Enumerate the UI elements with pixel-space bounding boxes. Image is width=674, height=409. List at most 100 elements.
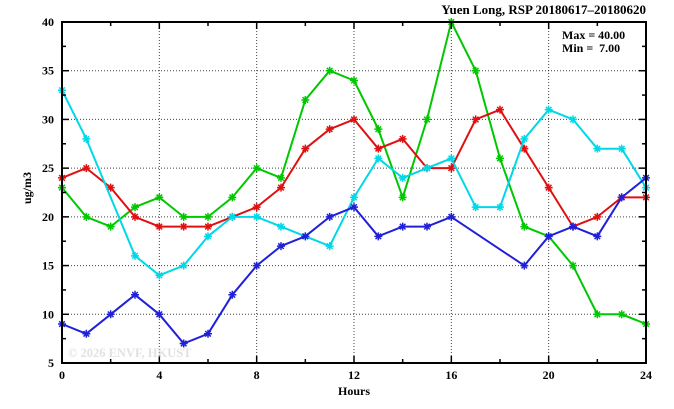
data-point-marker xyxy=(155,193,164,202)
x-tick-label: 8 xyxy=(254,368,260,382)
data-point-marker xyxy=(520,144,529,153)
data-point-marker xyxy=(179,261,188,270)
data-point-marker xyxy=(350,115,358,124)
data-point-marker xyxy=(82,134,91,143)
data-point-marker xyxy=(374,154,383,163)
data-point-marker xyxy=(277,183,285,192)
data-point-marker xyxy=(82,164,91,173)
y-tick-label: 20 xyxy=(42,210,54,224)
x-tick-label: 20 xyxy=(543,368,555,382)
data-point-marker xyxy=(301,232,310,241)
data-point-marker xyxy=(106,310,115,319)
data-point-marker xyxy=(350,203,358,212)
y-tick-label: 35 xyxy=(42,64,54,78)
data-point-marker xyxy=(106,222,115,231)
data-point-marker xyxy=(544,105,553,114)
data-point-marker xyxy=(228,193,237,202)
data-point-marker xyxy=(204,222,212,231)
data-point-marker xyxy=(131,203,139,212)
data-point-marker xyxy=(131,212,139,221)
data-point-marker xyxy=(569,115,577,124)
data-point-marker xyxy=(520,261,529,270)
data-point-marker xyxy=(398,173,407,182)
data-point-marker xyxy=(374,232,383,241)
data-point-marker xyxy=(131,290,139,299)
x-tick-label: 24 xyxy=(640,368,652,382)
x-axis-label: Hours xyxy=(338,384,370,398)
series-markers-blue xyxy=(58,173,650,348)
y-tick-label: 15 xyxy=(42,259,54,273)
data-point-marker xyxy=(204,212,212,221)
data-point-marker xyxy=(617,144,626,153)
data-point-marker xyxy=(301,144,310,153)
data-point-marker xyxy=(374,144,383,153)
data-point-marker xyxy=(131,251,139,260)
data-point-marker xyxy=(447,212,456,221)
legend-min-label: Min = 7.00 xyxy=(562,41,620,55)
data-point-marker xyxy=(252,164,261,173)
y-tick-label: 40 xyxy=(42,15,54,29)
series-markers-green xyxy=(58,18,650,329)
data-point-marker xyxy=(398,134,407,143)
data-point-marker xyxy=(350,193,358,202)
data-point-marker xyxy=(423,164,431,173)
data-series xyxy=(58,18,650,348)
y-axis-label: ug/m3 xyxy=(20,172,34,204)
plot-frame xyxy=(61,21,647,364)
data-point-marker xyxy=(496,105,504,114)
data-point-marker xyxy=(520,222,529,231)
y-tick-label: 25 xyxy=(42,161,54,175)
data-point-marker xyxy=(155,222,164,231)
data-point-marker xyxy=(252,212,261,221)
data-point-marker xyxy=(496,203,504,212)
data-point-marker xyxy=(252,203,261,212)
data-point-marker xyxy=(325,212,334,221)
data-point-marker xyxy=(544,183,553,192)
data-point-marker xyxy=(617,193,626,202)
data-point-marker xyxy=(277,222,285,231)
data-point-marker xyxy=(447,154,456,163)
data-point-marker xyxy=(155,271,164,280)
y-tick-label: 5 xyxy=(48,356,54,370)
data-point-marker xyxy=(350,76,358,85)
data-point-marker xyxy=(398,222,407,231)
data-point-marker xyxy=(179,339,188,348)
chart-title: Yuen Long, RSP 20180617–20180620 xyxy=(441,2,646,17)
data-point-marker xyxy=(520,134,529,143)
legend-max-label: Max = 40.00 xyxy=(562,28,625,42)
data-point-marker xyxy=(423,115,431,124)
data-point-marker xyxy=(228,290,237,299)
y-tick-label: 30 xyxy=(42,112,54,126)
data-point-marker xyxy=(569,222,577,231)
x-tick-label: 4 xyxy=(156,368,162,382)
data-point-marker xyxy=(398,193,407,202)
data-point-marker xyxy=(374,125,383,134)
data-point-marker xyxy=(544,232,553,241)
data-point-marker xyxy=(179,212,188,221)
data-point-marker xyxy=(423,222,431,231)
data-point-marker xyxy=(252,261,261,270)
series-line-cyan xyxy=(61,89,647,277)
y-tick-label: 10 xyxy=(42,307,54,321)
data-point-marker xyxy=(593,212,602,221)
x-tick-label: 16 xyxy=(445,368,457,382)
data-point-marker xyxy=(471,203,480,212)
watermark: © 2026 ENVF, HKUST xyxy=(68,346,192,360)
data-point-marker xyxy=(593,232,602,241)
data-point-marker xyxy=(325,242,334,251)
data-point-marker xyxy=(471,66,480,75)
data-point-marker xyxy=(593,144,602,153)
data-point-marker xyxy=(155,310,164,319)
data-point-marker xyxy=(325,66,334,75)
data-point-marker xyxy=(179,222,188,231)
data-point-marker xyxy=(277,173,285,182)
data-point-marker xyxy=(277,242,285,251)
data-point-marker xyxy=(82,329,91,338)
data-point-marker xyxy=(617,310,626,319)
data-point-marker xyxy=(82,212,91,221)
x-tick-label: 12 xyxy=(348,368,360,382)
data-point-marker xyxy=(569,261,577,270)
